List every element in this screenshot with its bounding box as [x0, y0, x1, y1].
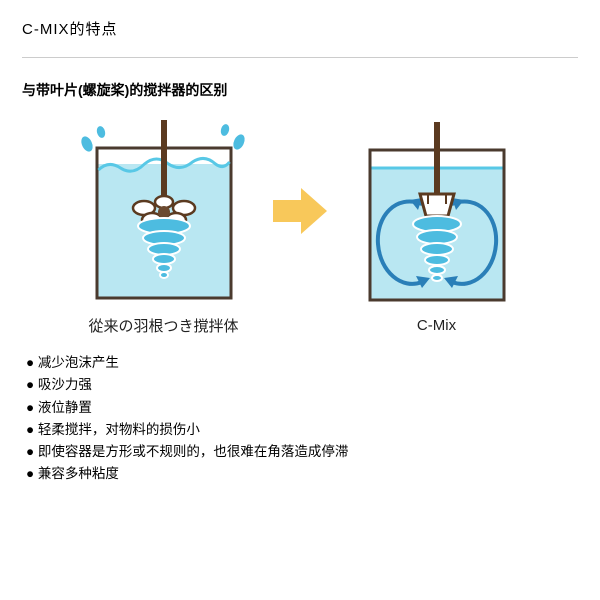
- list-item: 即使容器是方形或不规则的，也很难在角落造成停滞: [26, 441, 578, 463]
- list-item: 轻柔搅拌，对物料的损伤小: [26, 419, 578, 441]
- caption-cmix: C-Mix: [417, 317, 456, 334]
- comparison-figure: 從来の羽根つき撹拌体: [22, 114, 578, 336]
- section-subtitle: 与带叶片(螺旋桨)的搅拌器的区别: [22, 80, 578, 100]
- list-item: 吸沙力强: [26, 374, 578, 396]
- arrow-icon: [270, 181, 330, 241]
- feature-list: 减少泡沫产生 吸沙力强 液位静置 轻柔搅拌，对物料的损伤小 即使容器是方形或不规…: [26, 352, 578, 486]
- cmix-diagram: [344, 116, 529, 311]
- panel-cmix: C-Mix: [344, 116, 529, 334]
- caption-conventional: 從来の羽根つき撹拌体: [88, 315, 238, 336]
- list-item: 液位静置: [26, 397, 578, 419]
- list-item: 兼容多种粘度: [26, 463, 578, 485]
- conventional-diagram: [71, 114, 256, 309]
- list-item: 减少泡沫产生: [26, 352, 578, 374]
- page-title: C-MIX的特点: [22, 18, 578, 39]
- divider: [22, 57, 578, 58]
- panel-conventional: 從来の羽根つき撹拌体: [71, 114, 256, 336]
